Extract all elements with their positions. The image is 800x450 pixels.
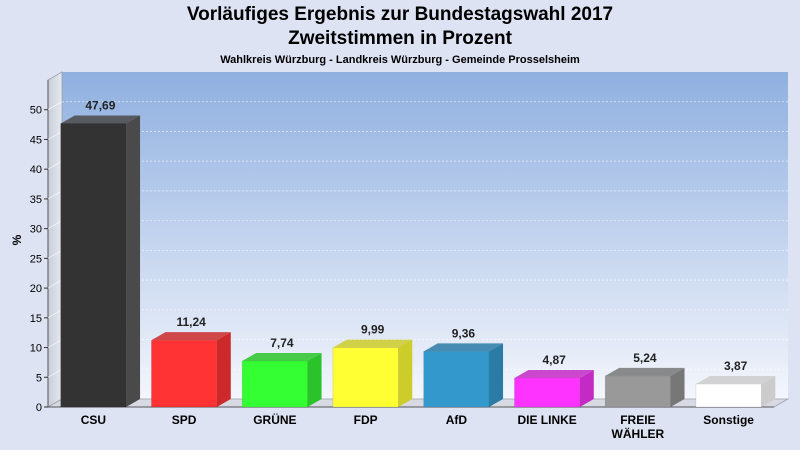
y-tick-label: 10 bbox=[30, 343, 42, 355]
grid-line bbox=[47, 279, 63, 289]
bar-side bbox=[307, 352, 322, 407]
grid-line bbox=[47, 249, 63, 259]
bar-front bbox=[60, 123, 127, 408]
grid-line bbox=[47, 101, 63, 111]
y-tick-label: 0 bbox=[36, 402, 42, 414]
y-tick-label: 25 bbox=[30, 253, 42, 265]
bar-front bbox=[241, 360, 308, 408]
bar-fdp bbox=[332, 339, 413, 408]
bar-top bbox=[60, 115, 141, 124]
bar-side bbox=[579, 370, 594, 407]
bar-top bbox=[151, 332, 231, 341]
x-tick-label: SPD bbox=[172, 413, 197, 427]
x-tick-label: CSU bbox=[81, 413, 106, 427]
data-label: 7,74 bbox=[270, 336, 294, 350]
bar-csu bbox=[60, 115, 141, 408]
bar-top bbox=[242, 352, 322, 361]
y-tick-label: 30 bbox=[30, 224, 42, 236]
bar-top bbox=[332, 339, 413, 348]
x-tick-label: FREIE WÄHLER bbox=[612, 413, 665, 441]
y-tick-label: 45 bbox=[30, 134, 42, 146]
bar-afd bbox=[423, 343, 504, 408]
grid-line bbox=[47, 131, 63, 140]
x-tick-label: FDP bbox=[354, 413, 378, 427]
bar-top bbox=[514, 370, 594, 379]
grid-line bbox=[47, 190, 63, 200]
y-tick-label: 5 bbox=[36, 372, 42, 384]
bar-front bbox=[604, 375, 671, 408]
bar-sonstige bbox=[695, 375, 776, 408]
x-tick-label: AfD bbox=[446, 413, 468, 427]
data-label: 9,36 bbox=[452, 326, 476, 340]
data-label: 9,99 bbox=[361, 323, 385, 337]
grid-line bbox=[47, 339, 63, 348]
grid-line bbox=[47, 309, 63, 319]
grid-line bbox=[47, 368, 63, 378]
bar-die-linke bbox=[514, 370, 594, 408]
bar-side bbox=[398, 339, 413, 407]
data-label: 3,87 bbox=[724, 359, 748, 373]
x-tick-label: DIE LINKE bbox=[517, 413, 576, 427]
chart-title: Vorläufiges Ergebnis zur Bundestagswahl … bbox=[186, 4, 614, 25]
y-axis-ticks: 0 5 10 15 20 25 30 35 40 45 50 bbox=[30, 105, 48, 414]
bar-front bbox=[423, 351, 490, 408]
x-axis-labels: CSU SPD GRÜNE FDP AfD DIE LINKE FREIE WÄHLER Son… bbox=[81, 412, 755, 441]
grid-line bbox=[47, 220, 63, 230]
bar-spd bbox=[151, 332, 231, 408]
bar-grüne bbox=[241, 352, 322, 408]
chart-subtitle: Zweitstimmen in Prozent bbox=[288, 28, 512, 49]
bar-side bbox=[670, 367, 685, 407]
bar-top bbox=[605, 367, 685, 376]
y-tick-label: 20 bbox=[30, 283, 42, 295]
y-tick-label: 35 bbox=[30, 194, 42, 206]
bar-side bbox=[489, 343, 504, 407]
y-tick-label: 50 bbox=[30, 105, 42, 117]
bars: 47,69 11,24 7,74 9,99 9,36 4,87 5,24 3,87 bbox=[60, 98, 776, 408]
bar-front bbox=[695, 383, 762, 408]
grid-line bbox=[47, 160, 63, 170]
chart-region: Wahlkreis Würzburg - Landkreis Würzburg … bbox=[220, 54, 580, 66]
bar-top bbox=[695, 375, 776, 384]
data-label: 4,87 bbox=[542, 353, 566, 367]
x-tick-label: GRÜNE bbox=[253, 412, 296, 427]
bar-freie-wähler bbox=[604, 367, 685, 408]
y-tick-label: 40 bbox=[30, 164, 42, 176]
y-axis-label: % bbox=[10, 234, 24, 245]
bar-front bbox=[151, 339, 218, 408]
y-tick-label: 15 bbox=[30, 313, 42, 325]
bar-side bbox=[126, 115, 141, 407]
bar-front bbox=[332, 347, 399, 408]
bar-front bbox=[514, 377, 581, 408]
bar-side bbox=[761, 375, 776, 407]
left-wall bbox=[47, 71, 63, 408]
bar-side bbox=[216, 332, 231, 407]
x-tick-label: Sonstige bbox=[703, 413, 754, 427]
data-label: 5,24 bbox=[633, 351, 657, 365]
data-label: 11,24 bbox=[176, 315, 206, 329]
data-label: 47,69 bbox=[85, 98, 115, 112]
bar-top bbox=[423, 343, 504, 352]
